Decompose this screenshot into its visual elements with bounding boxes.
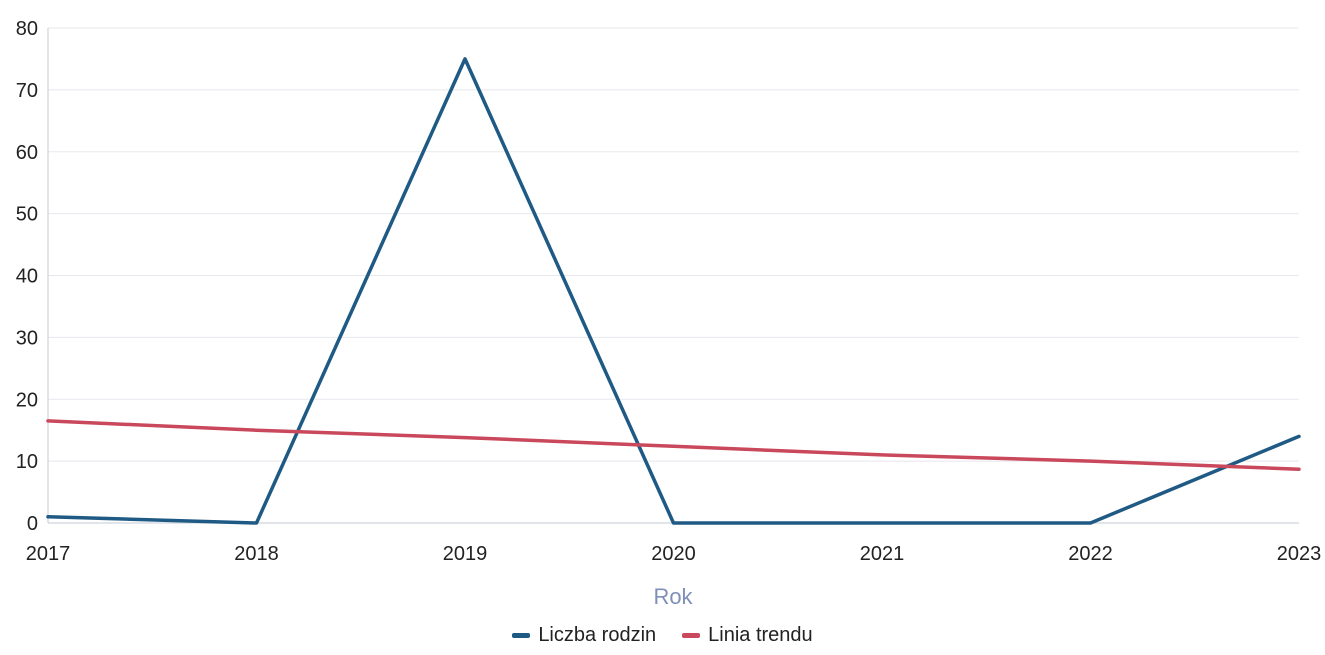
- series-line-liczba-rodzin: [46, 57, 1301, 525]
- y-tick-label: 80: [16, 18, 38, 40]
- x-tick-label: 2020: [651, 543, 696, 565]
- legend-item[interactable]: Linia trendu: [682, 624, 813, 647]
- legend: Liczba rodzin Linia trendu: [0, 624, 1325, 647]
- y-tick-label: 10: [16, 451, 38, 473]
- x-tick-label: 2018: [234, 543, 279, 565]
- grid-lines: [48, 27, 1299, 462]
- y-tick-label: 0: [27, 513, 38, 535]
- legend-label: Liczba rodzin: [538, 624, 657, 646]
- x-tick-labels: 2017 2018 2019 2020 2021 2022 2023: [26, 543, 1322, 565]
- x-axis-title: Rok: [653, 584, 693, 609]
- legend-label: Linia trendu: [708, 624, 813, 646]
- x-tick-label: 2023: [1277, 543, 1322, 565]
- series-lines: [46, 57, 1301, 525]
- x-tick-label: 2017: [26, 543, 71, 565]
- x-tick-label: 2022: [1068, 543, 1113, 565]
- y-tick-label: 70: [16, 80, 38, 102]
- legend-swatch: [512, 633, 531, 638]
- x-tick-label: 2019: [443, 543, 488, 565]
- y-tick-labels: 0 10 20 30 40 50 60 70 80: [16, 18, 38, 535]
- y-tick-label: 40: [16, 266, 38, 288]
- y-tick-label: 50: [16, 204, 38, 226]
- series-line-linia-trendu: [46, 419, 1301, 471]
- y-tick-label: 30: [16, 327, 38, 349]
- legend-item[interactable]: Liczba rodzin: [512, 624, 656, 647]
- y-tick-label: 60: [16, 142, 38, 164]
- x-tick-label: 2021: [860, 543, 905, 565]
- legend-swatch: [682, 633, 701, 638]
- y-tick-label: 20: [16, 389, 38, 411]
